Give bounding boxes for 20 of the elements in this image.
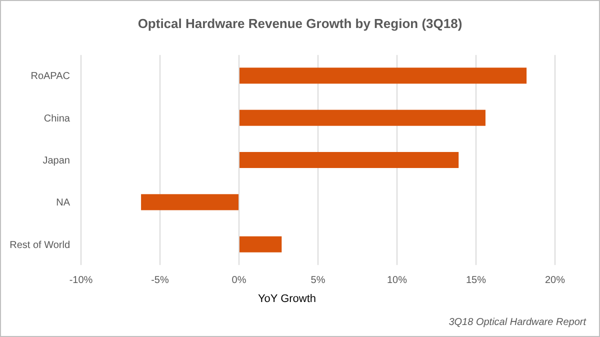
- x-tick-label: -10%: [69, 275, 93, 286]
- bar: [239, 152, 459, 168]
- chart-title: Optical Hardware Revenue Growth by Region (3Q18): [138, 16, 462, 31]
- x-axis-title: YoY Growth: [258, 293, 316, 305]
- bar: [239, 110, 486, 126]
- bar: [239, 68, 527, 84]
- x-tick-label: 5%: [310, 275, 326, 286]
- x-tick-label: 15%: [466, 275, 486, 286]
- y-tick-label: Rest of World: [10, 240, 70, 251]
- bar: [239, 236, 282, 252]
- x-tick-label: -5%: [151, 275, 169, 286]
- y-tick-label: NA: [56, 198, 70, 209]
- x-tick-label: 10%: [386, 275, 408, 286]
- bar: [141, 194, 239, 210]
- x-tick-label: 0%: [232, 275, 246, 286]
- y-tick-label: RoAPAC: [30, 71, 70, 82]
- y-tick-label: Japan: [42, 156, 70, 166]
- y-tick-label: China: [44, 113, 70, 124]
- x-tick-label: 20%: [544, 275, 566, 286]
- text: 3Q18 Optical Hardware Report: [448, 317, 588, 328]
